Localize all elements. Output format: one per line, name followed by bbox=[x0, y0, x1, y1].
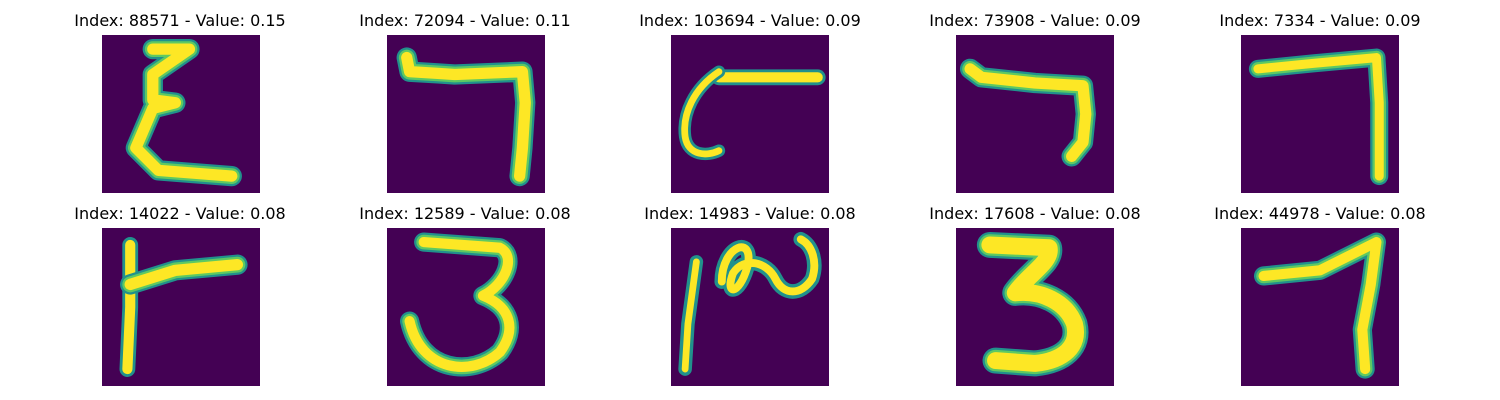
digit-glyph bbox=[959, 58, 1096, 167]
digit-glyph bbox=[399, 232, 519, 377]
digit-image bbox=[671, 35, 829, 193]
panel-title: Index: 72094 - Value: 0.11 bbox=[359, 11, 571, 30]
panel-title: Index: 12589 - Value: 0.08 bbox=[359, 204, 571, 223]
digit-image bbox=[387, 228, 545, 386]
panel-title: Index: 73908 - Value: 0.09 bbox=[929, 11, 1141, 30]
digit-image bbox=[956, 35, 1114, 193]
digit-image bbox=[102, 228, 260, 386]
panel-title: Index: 88571 - Value: 0.15 bbox=[74, 11, 286, 30]
digit-glyph bbox=[976, 231, 1089, 377]
digit-glyph bbox=[1248, 48, 1389, 186]
panel-title: Index: 14022 - Value: 0.08 bbox=[74, 204, 286, 223]
digit-image bbox=[1241, 35, 1399, 193]
panel-title: Index: 17608 - Value: 0.08 bbox=[929, 204, 1141, 223]
digit-glyph bbox=[119, 237, 248, 377]
digit-image bbox=[1241, 228, 1399, 386]
digit-image bbox=[671, 228, 829, 386]
panel-title: Index: 44978 - Value: 0.08 bbox=[1214, 204, 1426, 223]
digit-image bbox=[387, 35, 545, 193]
digit-image bbox=[956, 228, 1114, 386]
panel-title: Index: 14983 - Value: 0.08 bbox=[644, 204, 856, 223]
panel-title: Index: 7334 - Value: 0.09 bbox=[1219, 11, 1421, 30]
digit-glyph bbox=[678, 231, 822, 376]
digit-glyph bbox=[678, 65, 826, 161]
digit-glyph bbox=[125, 38, 242, 187]
digit-image bbox=[102, 35, 260, 193]
digit-glyph bbox=[1253, 232, 1387, 379]
digit-glyph bbox=[396, 47, 536, 187]
panel-title: Index: 103694 - Value: 0.09 bbox=[639, 11, 861, 30]
